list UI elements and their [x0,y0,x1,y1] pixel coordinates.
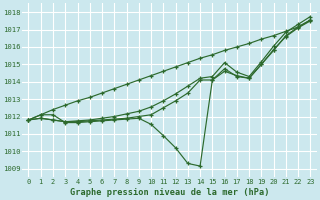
X-axis label: Graphe pression niveau de la mer (hPa): Graphe pression niveau de la mer (hPa) [70,188,269,197]
